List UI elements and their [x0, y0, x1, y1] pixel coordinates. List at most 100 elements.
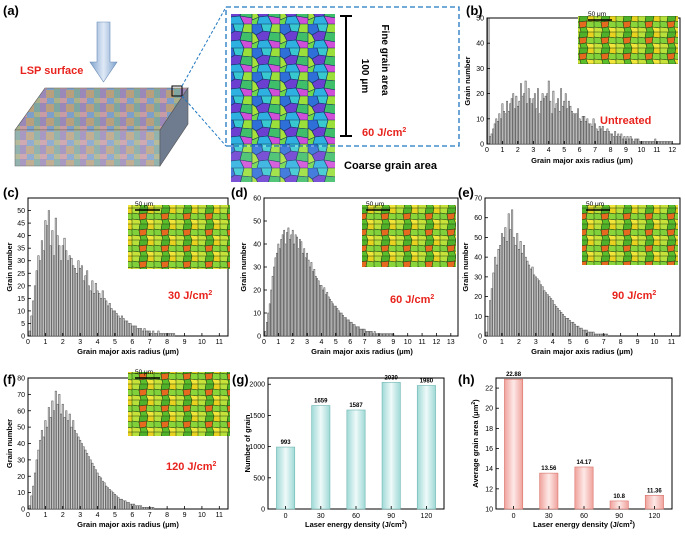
bar-b [592, 118, 595, 145]
xtick-label-d: 9 [391, 339, 395, 346]
xtick-label-c: 6 [130, 339, 134, 346]
bar-e [511, 209, 514, 337]
bar-c [159, 333, 162, 337]
bar-e [545, 292, 548, 337]
bar-d [276, 252, 278, 337]
xtick-label-c: 2 [61, 339, 65, 346]
bar-b [654, 138, 657, 145]
bar-f [103, 482, 106, 510]
bar-e [580, 327, 583, 337]
inset-ebsd-map-f [128, 372, 230, 436]
xtick-label-b: 11 [653, 147, 660, 154]
bar-f [37, 449, 40, 510]
bar-c [46, 225, 49, 337]
bar-f [133, 503, 136, 510]
bar-b [668, 141, 671, 145]
panel-h: (h) [458, 372, 475, 387]
bar-d [289, 239, 291, 337]
bar-f [140, 505, 143, 510]
bar-g [311, 405, 331, 510]
bar-f [42, 436, 45, 510]
xtick-label-b: 5 [562, 147, 566, 154]
bar-b [523, 93, 525, 145]
bar-f [80, 443, 83, 510]
xtick-label-f: 6 [130, 512, 134, 519]
bar-f [65, 410, 68, 510]
bar-d [287, 227, 290, 337]
bar-c [155, 333, 158, 337]
bar-f [72, 420, 75, 510]
ytick-label-d: 50 [253, 219, 261, 226]
bar-b [554, 108, 556, 145]
bar-c [44, 220, 47, 337]
bar-c [100, 298, 103, 337]
bar-b [541, 93, 544, 145]
bar-d [301, 252, 304, 337]
bar-e [528, 264, 531, 337]
bar-c [58, 245, 61, 337]
bar-c [140, 328, 143, 337]
data-label-g: 2030 [385, 375, 399, 381]
bar-d [346, 319, 349, 337]
bar-b [561, 105, 564, 145]
ebsd-fine-grain-map [231, 14, 335, 146]
bar-e [487, 316, 490, 337]
bar-e [546, 294, 549, 337]
bar-f [58, 394, 61, 510]
bar-b [618, 136, 621, 145]
bar-d [326, 292, 329, 337]
bar-d [362, 328, 365, 337]
bar-e [570, 321, 573, 337]
xtick-label-c: 4 [96, 339, 100, 346]
ytick-label-g: 2000 [249, 382, 265, 389]
xtick-label-e: 10 [651, 339, 659, 346]
data-label-h: 13.56 [541, 466, 557, 472]
xtick-label-g: 120 [421, 513, 433, 520]
bar-d [313, 269, 316, 337]
bar-b [529, 98, 532, 145]
bar-c [89, 290, 92, 337]
bar-b [544, 95, 547, 145]
data-label-h: 11.36 [647, 488, 662, 494]
bar-e [575, 325, 578, 337]
bar-d [311, 271, 314, 337]
bar-b [594, 123, 596, 145]
bar-e [550, 298, 553, 337]
xtick-label-e: 9 [636, 339, 640, 346]
bar-b [557, 98, 559, 145]
bar-b [603, 131, 606, 145]
bar-d [280, 239, 283, 337]
bar-e [595, 333, 598, 337]
bar-c [53, 255, 56, 337]
bar-d [383, 333, 386, 337]
bar-b [600, 128, 603, 145]
bar-f [47, 407, 50, 510]
data-label-g: 1659 [314, 399, 328, 405]
bar-b [515, 95, 518, 145]
bar-c [167, 333, 170, 337]
bar-f [136, 505, 139, 510]
ytick-label-c: 50 [17, 208, 25, 215]
bar-b [550, 113, 553, 145]
bar-b [581, 116, 584, 145]
bar-e [577, 325, 580, 337]
inset-scale-label-c: 50 μm [135, 201, 153, 208]
bar-f [119, 498, 122, 510]
bar-e [548, 296, 551, 337]
bar-c [157, 330, 160, 337]
zoom-region-marker [171, 85, 183, 97]
bar-d [271, 275, 274, 337]
bar-d [368, 331, 370, 337]
data-label-h: 10.8 [613, 494, 625, 500]
bar-c [173, 333, 176, 337]
bar-f [124, 500, 127, 510]
xtick-label-e: 7 [602, 339, 606, 346]
bar-f [46, 426, 49, 510]
coarse-grain-area-label: Coarse grain area [344, 160, 438, 172]
bar-c [87, 285, 90, 337]
bar-d [382, 333, 385, 337]
bar-c [134, 325, 137, 337]
xtick-label-g: 90 [387, 513, 395, 520]
bar-f [107, 487, 109, 510]
bar-d [336, 308, 339, 337]
